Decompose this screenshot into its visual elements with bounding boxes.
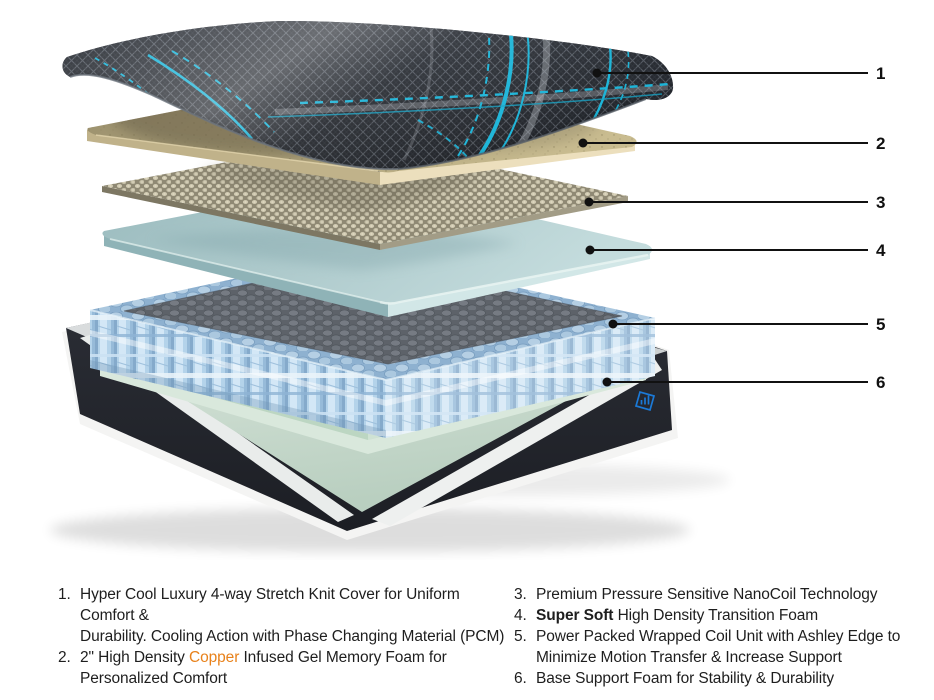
legend-item-4: 4. Super Soft High Density Transition Fo… <box>514 605 924 626</box>
callout-label-1: 1 <box>876 64 885 83</box>
legend-item-6-number: 6. <box>514 670 527 687</box>
legend-item-3-number: 3. <box>514 586 527 603</box>
diagram-canvas: 1 2 3 4 5 6 <box>50 20 886 552</box>
legend-item-2-text: 2" High Density <box>80 649 190 666</box>
legend-item-1: 1. Hyper Cool Luxury 4-way Stretch Knit … <box>58 584 510 647</box>
legend-item-3: 3. Premium Pressure Sensitive NanoCoil T… <box>514 584 924 605</box>
brand-logo-icon <box>634 390 656 412</box>
callout-label-3: 3 <box>876 193 885 212</box>
legend-item-5-text: Power Packed Wrapped Coil Unit with Ashl… <box>536 628 901 645</box>
legend-item-2-text-2: Infused Gel Memory Foam for <box>239 649 447 666</box>
callout-label-6: 6 <box>876 373 885 392</box>
legend-item-1-text-2: Durability. Cooling Action with Phase Ch… <box>80 628 505 645</box>
legend-item-2-text-3: Personalized Comfort <box>80 670 228 687</box>
legend-item-4-bold-text: Super Soft <box>536 607 614 624</box>
callout-lines: 1 2 3 4 5 6 <box>578 64 886 392</box>
callout-2: 2 <box>578 134 885 153</box>
legend-column-right: 3. Premium Pressure Sensitive NanoCoil T… <box>514 584 924 689</box>
callout-5: 5 <box>608 315 885 334</box>
callout-label-4: 4 <box>876 241 886 260</box>
callout-label-2: 2 <box>876 134 885 153</box>
callout-6: 6 <box>602 373 885 392</box>
legend-item-2-copper-text: Copper <box>189 649 240 666</box>
legend-item-4-text: High Density Transition Foam <box>613 607 819 624</box>
legend-item-5: 5. Power Packed Wrapped Coil Unit with A… <box>514 626 924 668</box>
callout-4: 4 <box>585 241 886 260</box>
legend-item-6-text: Base Support Foam for Stability & Durabi… <box>536 670 834 687</box>
legend-column-left: 1. Hyper Cool Luxury 4-way Stretch Knit … <box>58 584 510 689</box>
callout-3: 3 <box>584 193 885 212</box>
legend-item-5-number: 5. <box>514 628 527 645</box>
legend-item-6: 6. Base Support Foam for Stability & Dur… <box>514 668 924 689</box>
legend-item-1-text: Hyper Cool Luxury 4-way Stretch Knit Cov… <box>80 586 460 624</box>
legend-item-1-number: 1. <box>58 586 71 603</box>
wrapped-coil-layer <box>89 252 656 438</box>
legend-item-4-number: 4. <box>514 607 527 624</box>
callout-label-5: 5 <box>876 315 885 334</box>
legend-item-3-text: Premium Pressure Sensitive NanoCoil Tech… <box>536 586 878 603</box>
callout-1: 1 <box>592 64 885 83</box>
legend-item-2: 2. 2" High Density Copper Infused Gel Me… <box>58 647 510 689</box>
legend-item-2-number: 2. <box>58 649 71 666</box>
legend-item-5-text-2: Minimize Motion Transfer & Increase Supp… <box>536 649 842 666</box>
